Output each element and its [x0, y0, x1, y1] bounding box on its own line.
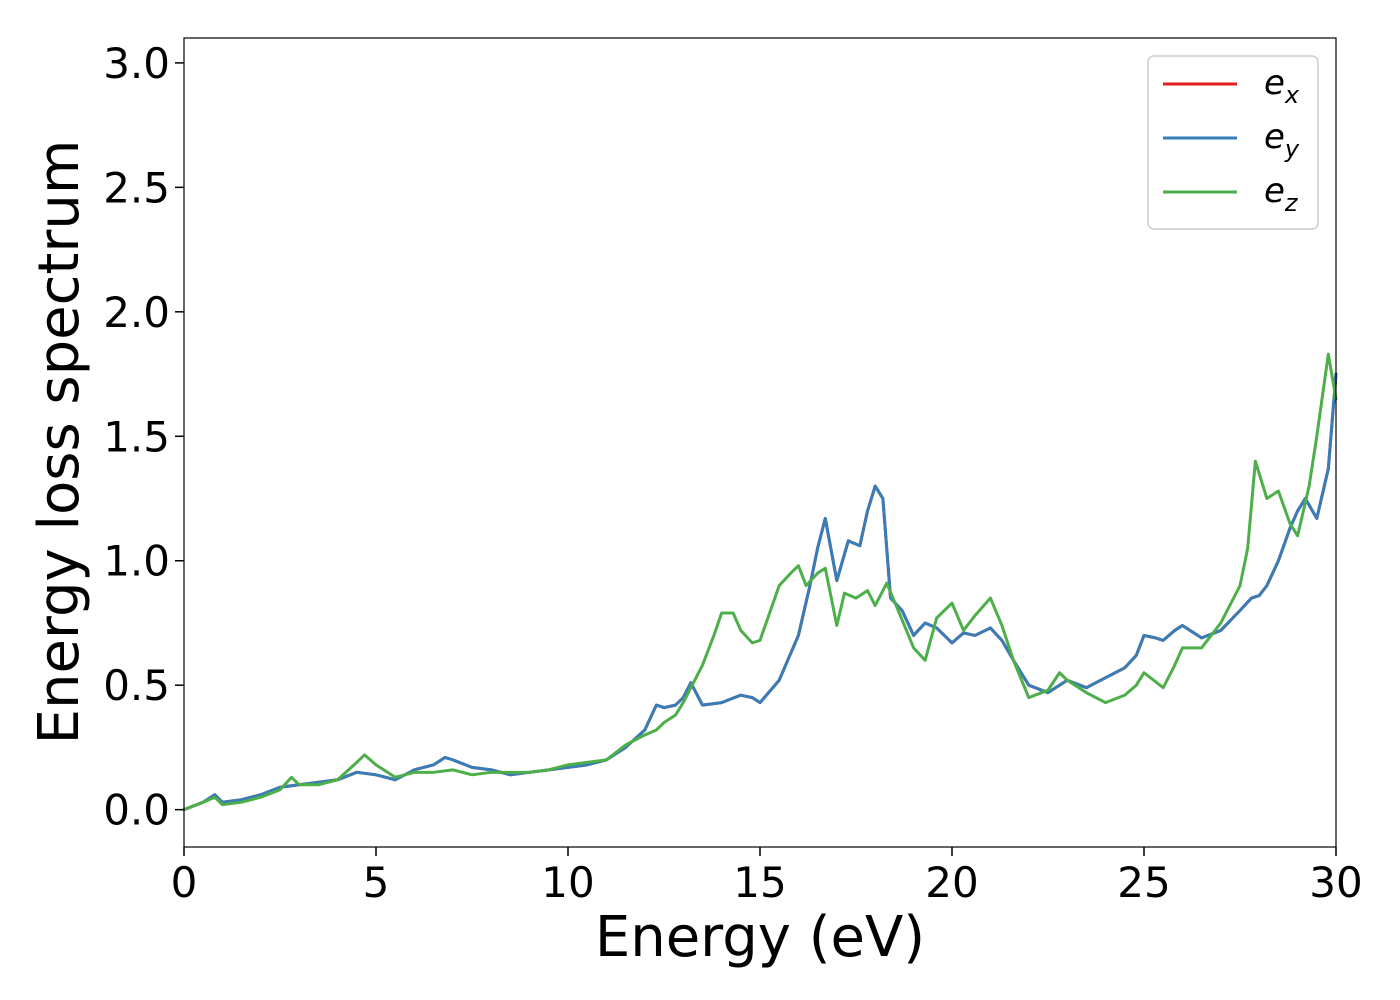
legend-label-z: ez [1264, 171, 1299, 217]
x-tick-label: 30 [1309, 858, 1362, 907]
x-axis-title: Energy (eV) [595, 905, 925, 970]
legend-label-subscript: x [1284, 81, 1300, 109]
y-tick-label: 0.5 [103, 661, 170, 710]
y-tick-label: 2.0 [103, 288, 170, 337]
legend-label-y: ey [1264, 117, 1300, 163]
series-line-z [182, 352, 1338, 812]
legend-box [1147, 55, 1319, 230]
legend-label-subscript: y [1284, 135, 1300, 163]
y-tick-label: 3.0 [103, 39, 170, 88]
legend-label-base: e [1264, 63, 1285, 103]
legend-label-subscript: z [1284, 189, 1299, 217]
series-lines [182, 352, 1338, 812]
y-tick-label: 1.0 [103, 537, 170, 586]
legend-label-base: e [1264, 117, 1285, 157]
x-tick-label: 20 [925, 858, 978, 907]
x-tick-label: 25 [1117, 858, 1170, 907]
x-tick-label: 15 [733, 858, 786, 907]
y-tick-label: 2.5 [103, 163, 170, 212]
series-line-y [182, 372, 1338, 812]
legend-label-base: e [1264, 171, 1285, 211]
x-tick-label: 0 [171, 858, 198, 907]
y-tick-label: 0.0 [103, 786, 170, 835]
x-axis-ticks: 0 5 10 15 20 25 30 [171, 847, 1363, 907]
y-axis-ticks: 0.0 0.5 1.0 1.5 2.0 2.5 3.0 [103, 39, 184, 835]
legend-label-x: ex [1264, 63, 1300, 109]
x-tick-label: 5 [363, 858, 390, 907]
y-tick-label: 1.5 [103, 412, 170, 461]
y-axis-title: Energy loss spectrum [27, 140, 92, 745]
x-tick-label: 10 [541, 858, 594, 907]
